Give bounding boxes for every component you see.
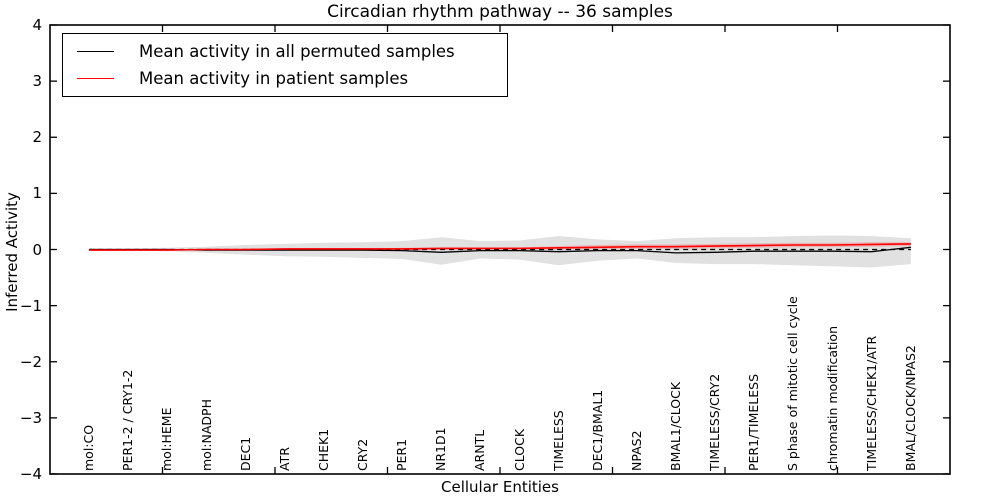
legend-label: Mean activity in all permuted samples xyxy=(139,42,455,61)
x-category-label: mol:NADPH xyxy=(198,399,214,471)
x-category-label: CRY2 xyxy=(355,438,371,471)
y-tick-label: 3 xyxy=(32,72,42,91)
legend: Mean activity in all permuted samples Me… xyxy=(62,33,508,97)
x-category-label: TIMELESS/CRY2 xyxy=(707,373,723,471)
y-tick-label: −4 xyxy=(19,465,42,483)
y-tick-label: 4 xyxy=(32,16,42,34)
y-tick-label: −2 xyxy=(19,352,42,371)
x-category-label: TIMELESS xyxy=(550,410,566,471)
y-tick-label: −3 xyxy=(19,408,42,427)
x-category-label: DEC1 xyxy=(237,436,253,471)
x-category-label: S phase of mitotic cell cycle xyxy=(785,296,801,471)
x-category-label: BMAL/CLOCK/NPAS2 xyxy=(902,345,918,471)
chart-title: Circadian rhythm pathway -- 36 samples xyxy=(327,2,673,22)
x-category-label: NR1D1 xyxy=(433,427,449,471)
x-category-label: chromatin modification xyxy=(824,326,840,471)
y-tick-label: 2 xyxy=(32,128,42,147)
x-category-label: ARNTL xyxy=(472,429,488,471)
patient-mean-line xyxy=(89,243,911,251)
x-category-label: NPAS2 xyxy=(628,430,644,471)
x-category-label: DEC1/BMAL1 xyxy=(589,389,605,471)
x-category-label: PER1-2 / CRY1-2 xyxy=(120,369,136,471)
x-category-label: CLOCK xyxy=(511,428,527,471)
legend-line-black xyxy=(77,51,114,52)
y-tick-label: 1 xyxy=(32,184,42,203)
x-category-label: ATR xyxy=(276,447,292,471)
y-tick-label: −1 xyxy=(19,296,42,315)
x-category-label: mol:CO xyxy=(81,424,97,471)
legend-label: Mean activity in patient samples xyxy=(139,69,409,88)
y-tick-label: 0 xyxy=(32,240,42,259)
x-category-label: PER1 xyxy=(394,438,410,471)
permuted-band xyxy=(89,235,911,268)
x-axis-label: Cellular Entities xyxy=(441,478,559,496)
legend-item-patient: Mean activity in patient samples xyxy=(63,66,507,92)
x-category-label: BMAL1/CLOCK xyxy=(668,381,684,471)
x-category-label: mol:HEME xyxy=(159,407,175,472)
legend-item-permuted: Mean activity in all permuted samples xyxy=(63,39,507,65)
legend-line-red xyxy=(77,78,114,79)
x-category-label: TIMELESS/CHEK1/ATR xyxy=(863,335,879,471)
x-category-label: CHEK1 xyxy=(315,428,331,471)
x-category-label: PER1/TIMELESS xyxy=(746,373,762,471)
